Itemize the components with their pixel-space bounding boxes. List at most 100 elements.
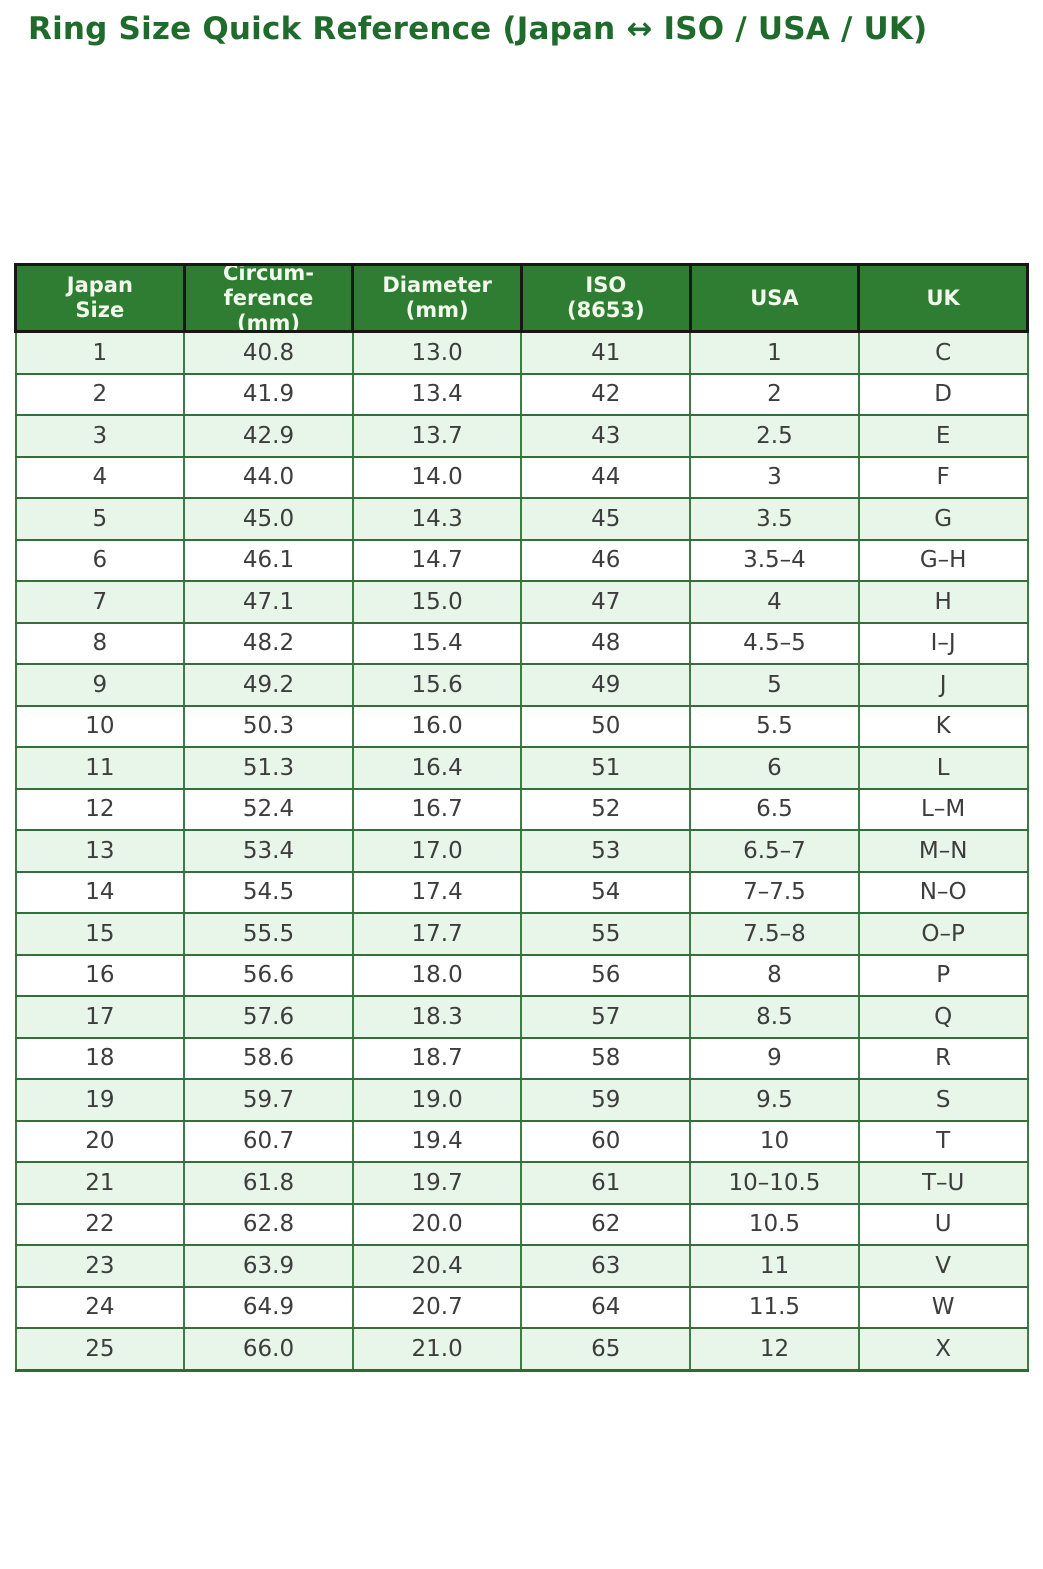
table-cell: 8	[14, 621, 186, 665]
table-cell: 17.4	[351, 870, 523, 914]
table-cell: 8.5	[689, 995, 860, 1039]
table-row: 21 61.8 19.7 61 10–10.5 T–U	[14, 1161, 1029, 1205]
table-cell: 21.0	[351, 1327, 523, 1372]
table-cell: G	[857, 497, 1029, 541]
table-row: 15 55.5 17.7 55 7.5–8 O–P	[14, 912, 1029, 956]
table-cell: 25	[14, 1327, 186, 1372]
table-cell: 24	[14, 1285, 186, 1329]
table-cell: 3.5–4	[689, 538, 860, 582]
table-cell: 54.5	[183, 870, 354, 914]
table-cell: 44	[520, 455, 692, 499]
table-cell: 54	[520, 870, 692, 914]
page-title: Ring Size Quick Reference (Japan ↔ ISO /…	[28, 11, 928, 47]
table-cell: 46.1	[183, 538, 354, 582]
table-cell: T	[857, 1119, 1029, 1163]
table-cell: H	[857, 580, 1029, 624]
table-row: 19 59.7 19.0 59 9.5 S	[14, 1078, 1029, 1122]
column-header-usa: USA	[688, 263, 861, 333]
table-cell: 14.3	[351, 497, 523, 541]
table-row: 16 56.6 18.0 56 8 P	[14, 953, 1029, 997]
table-row: 6 46.1 14.7 46 3.5–4 G–H	[14, 538, 1029, 582]
table-cell: 4.5–5	[689, 621, 860, 665]
table-cell: 23	[14, 1244, 186, 1288]
table-cell: 65	[520, 1327, 692, 1372]
table-cell: 14.7	[351, 538, 523, 582]
table-row: 3 42.9 13.7 43 2.5 E	[14, 414, 1029, 458]
column-header-diameter: Diameter (mm)	[351, 263, 523, 333]
table-cell: 8	[689, 953, 860, 997]
table-cell: 6	[14, 538, 186, 582]
table-cell: K	[857, 704, 1029, 748]
table-cell: 15	[14, 912, 186, 956]
table-cell: 57	[520, 995, 692, 1039]
table-cell: 6.5	[689, 787, 860, 831]
table-cell: 41	[520, 330, 692, 375]
table-cell: M–N	[857, 829, 1029, 873]
table-cell: 48.2	[183, 621, 354, 665]
table-cell: 42.9	[183, 414, 354, 458]
table-row: 8 48.2 15.4 48 4.5–5 I–J	[14, 621, 1029, 665]
table-cell: 18.0	[351, 953, 523, 997]
table-cell: 61.8	[183, 1161, 354, 1205]
table-row: 23 63.9 20.4 63 11 V	[14, 1244, 1029, 1288]
table-cell: E	[857, 414, 1029, 458]
table-cell: 7.5–8	[689, 912, 860, 956]
table-body: 1 40.8 13.0 41 1 C 2 41.9 13.4 42 2 D 3 42.9 13.7 43 2.5…	[14, 330, 1029, 1372]
table-cell: 41.9	[183, 372, 354, 416]
table-cell: 5.5	[689, 704, 860, 748]
table-cell: 48	[520, 621, 692, 665]
table-cell: 44.0	[183, 455, 354, 499]
table-cell: 50.3	[183, 704, 354, 748]
table-cell: 46	[520, 538, 692, 582]
table-cell: 60.7	[183, 1119, 354, 1163]
table-cell: 5	[14, 497, 186, 541]
table-cell: 13	[14, 829, 186, 873]
table-cell: 55	[520, 912, 692, 956]
table-cell: 20.0	[351, 1202, 523, 1246]
table-row: 7 47.1 15.0 47 4 H	[14, 580, 1029, 624]
table-cell: 15.4	[351, 621, 523, 665]
table-row: 13 53.4 17.0 53 6.5–7 M–N	[14, 829, 1029, 873]
table-cell: 49	[520, 663, 692, 707]
table-row: 9 49.2 15.6 49 5 J	[14, 663, 1029, 707]
table-cell: 45	[520, 497, 692, 541]
table-cell: 20.4	[351, 1244, 523, 1288]
table-cell: 1	[689, 330, 860, 375]
table-cell: 3	[14, 414, 186, 458]
table-cell: U	[857, 1202, 1029, 1246]
table-cell: 40.8	[183, 330, 354, 375]
column-header-circumference: Circum- ference (mm)	[182, 263, 355, 333]
table-cell: 17.0	[351, 829, 523, 873]
table-row: 14 54.5 17.4 54 7–7.5 N–O	[14, 870, 1029, 914]
table-cell: W	[857, 1285, 1029, 1329]
table-row: 20 60.7 19.4 60 10 T	[14, 1119, 1029, 1163]
table-cell: 53	[520, 829, 692, 873]
table-row: 2 41.9 13.4 42 2 D	[14, 372, 1029, 416]
table-cell: O–P	[857, 912, 1029, 956]
table-cell: 4	[689, 580, 860, 624]
table-cell: 58.6	[183, 1036, 354, 1080]
table-cell: 63.9	[183, 1244, 354, 1288]
table-cell: 17.7	[351, 912, 523, 956]
table-cell: V	[857, 1244, 1029, 1288]
table-cell: L	[857, 746, 1029, 790]
table-cell: 47.1	[183, 580, 354, 624]
table-cell: 19.4	[351, 1119, 523, 1163]
table-cell: 19.0	[351, 1078, 523, 1122]
table-cell: 17	[14, 995, 186, 1039]
table-cell: 9	[14, 663, 186, 707]
table-row: 17 57.6 18.3 57 8.5 Q	[14, 995, 1029, 1039]
table-cell: 14	[14, 870, 186, 914]
table-cell: 58	[520, 1036, 692, 1080]
table-cell: 7	[14, 580, 186, 624]
table-cell: 52	[520, 787, 692, 831]
table-cell: 10–10.5	[689, 1161, 860, 1205]
table-cell: 56	[520, 953, 692, 997]
table-cell: 12	[14, 787, 186, 831]
table-cell: 21	[14, 1161, 186, 1205]
table-row: 4 44.0 14.0 44 3 F	[14, 455, 1029, 499]
table-cell: I–J	[857, 621, 1029, 665]
table-row: 1 40.8 13.0 41 1 C	[14, 330, 1029, 375]
table-cell: 9	[689, 1036, 860, 1080]
table-cell: 5	[689, 663, 860, 707]
